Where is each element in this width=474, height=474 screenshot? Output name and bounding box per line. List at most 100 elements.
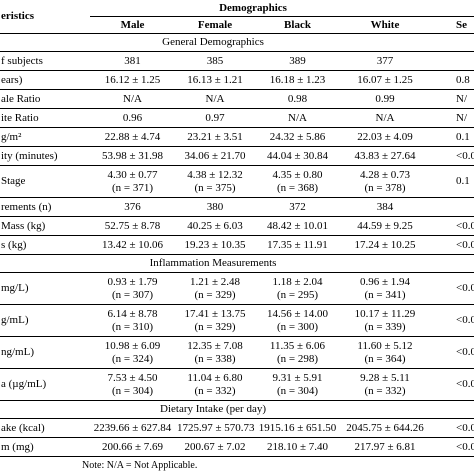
- column-header: Female: [175, 16, 255, 34]
- cell: [430, 51, 474, 71]
- cell: 377: [340, 51, 430, 71]
- cell-text: N/A: [205, 92, 225, 105]
- cell-text: 0.96: [122, 111, 143, 124]
- cell-text: 9.31 ± 5.91: [272, 371, 323, 384]
- row-label: f subjects: [0, 51, 90, 71]
- cell: 11.35 ± 6.06 (n = 298): [255, 336, 340, 369]
- cell-text: 4.35 ± 0.80: [272, 168, 323, 181]
- cell: 217.97 ± 6.81: [340, 437, 430, 457]
- cell-text: (n = 324): [111, 352, 154, 365]
- cell: 200.67 ± 7.02: [175, 437, 255, 457]
- table-row: Stage 4.30 ± 0.77 (n = 371) 4.38 ± 12.32 (n …: [0, 165, 474, 198]
- cell-text: 0.1: [456, 130, 470, 143]
- cell-text: rements (n): [1, 200, 52, 213]
- cell: 40.25 ± 6.03: [175, 216, 255, 236]
- cell: 2045.75 ± 644.26: [340, 418, 430, 438]
- section-title: Inflammation Measurements: [0, 254, 474, 273]
- cell-text: 53.98 ± 31.98: [101, 149, 164, 162]
- cell: 4.38 ± 12.32 (n = 375): [175, 165, 255, 198]
- cell-text: ake (kcal): [1, 421, 45, 434]
- cell-text: 372: [289, 200, 306, 213]
- cell: 376: [90, 197, 175, 217]
- row-label: mg/L): [0, 272, 90, 305]
- cell: <0.0: [430, 146, 474, 166]
- cell: 48.42 ± 10.01: [255, 216, 340, 236]
- row-label: Stage: [0, 165, 90, 198]
- column-header: Black: [255, 16, 340, 34]
- cell-text: (n = 332): [194, 384, 236, 397]
- cell-text: 385: [206, 54, 224, 67]
- cell: <0.0: [430, 235, 474, 255]
- cell: 200.66 ± 7.69: [90, 437, 175, 457]
- cell-text: 0.98: [287, 92, 308, 105]
- cell-text: 16.13 ± 1.21: [187, 73, 243, 86]
- cell-text: (n = 310): [111, 320, 154, 333]
- cell-text: (n = 295): [276, 288, 319, 301]
- cell-text: (n = 341): [364, 288, 406, 301]
- table-row: ng/mL) 10.98 ± 6.09 (n = 324) 12.35 ± 7.08(…: [0, 336, 474, 369]
- cell: <0.0: [430, 437, 474, 457]
- cell-text: 217.97 ± 6.81: [354, 440, 416, 453]
- cell-text: (n = 332): [364, 384, 406, 397]
- cell-text: 52.75 ± 8.78: [104, 219, 161, 232]
- cell-text: f subjects: [1, 54, 43, 67]
- cell-text: 4.28 ± 0.73: [359, 168, 411, 181]
- cell-text: ite Ratio: [1, 111, 39, 124]
- cell-text: 12.35 ± 7.08: [187, 339, 243, 352]
- cell-text: 0.93 ± 1.79: [107, 275, 158, 288]
- cell-text: g/mL): [1, 314, 29, 326]
- cell: N/A: [175, 89, 255, 109]
- cell-text: 200.67 ± 7.02: [184, 440, 246, 453]
- cell-text: 9.28 ± 5.11: [360, 371, 410, 384]
- cell: 16.13 ± 1.21: [175, 70, 255, 90]
- cell-text: 13.42 ± 10.06: [101, 238, 164, 251]
- row-label: ity (minutes): [0, 146, 90, 166]
- cell-text: 34.06 ± 21.70: [184, 149, 246, 162]
- cell: 1.18 ± 2.04 (n = 295): [255, 272, 340, 305]
- cell: 381: [90, 51, 175, 71]
- cell-text: 19.23 ± 10.35: [184, 238, 246, 251]
- cell: 16.12 ± 1.25: [90, 70, 175, 90]
- cell-text: ng/mL): [1, 346, 34, 358]
- cell: <0.0: [430, 304, 474, 337]
- cell: 0.8: [430, 70, 474, 90]
- cell-text: 2045.75 ± 644.26: [346, 421, 424, 434]
- cell-text: 0.97: [205, 111, 225, 124]
- cell-text: 2239.66 ± 627.84: [93, 421, 172, 434]
- cell-text: 11.35 ± 6.06: [269, 339, 326, 352]
- cell: 0.97: [175, 108, 255, 128]
- cell: 4.28 ± 0.73 (n = 378): [340, 165, 430, 198]
- cell: 34.06 ± 21.70: [175, 146, 255, 166]
- group-header: Demographics: [90, 0, 474, 17]
- cell-text: (n = 329): [194, 320, 236, 333]
- cell-text: (n = 375): [194, 181, 236, 194]
- cell-text: 0.1: [456, 175, 470, 187]
- cell-text: <0.0: [456, 149, 474, 162]
- section-title: General Demographics: [0, 33, 474, 52]
- cell-text: 389: [289, 54, 306, 67]
- cell: 14.56 ± 14.00 (n = 300): [255, 304, 340, 337]
- cell-text: 16.07 ± 1.25: [357, 73, 413, 86]
- cell: N/: [430, 108, 474, 128]
- cell: <0.0: [430, 418, 474, 438]
- section-row: General Demographics: [0, 33, 474, 52]
- cell-text: 17.24 ± 10.25: [354, 238, 416, 251]
- cell-text: 23.21 ± 3.51: [187, 130, 243, 143]
- cell-text: (n = 338): [194, 352, 236, 365]
- cell: 385: [175, 51, 255, 71]
- cell: 53.98 ± 31.98: [90, 146, 175, 166]
- header-cell: eristics: [0, 0, 90, 34]
- cell-text: 380: [206, 200, 224, 213]
- cell: 22.88 ± 4.74: [90, 127, 175, 147]
- cell-text: N/: [456, 111, 467, 124]
- section-title: Dietary Intake (per day): [0, 400, 474, 419]
- cell-text: 218.10 ± 7.40: [266, 440, 329, 453]
- cell: 10.98 ± 6.09 (n = 324): [90, 336, 175, 369]
- table-row: rements (n) 376 380 372 384: [0, 197, 474, 217]
- cell: 1725.97 ± 570.73: [175, 418, 255, 438]
- cell: 19.23 ± 10.35: [175, 235, 255, 255]
- row-label: g/mL): [0, 304, 90, 337]
- cell: 44.59 ± 9.25: [340, 216, 430, 236]
- table-row: a (µg/mL) 7.53 ± 4.50 (n = 304) 11.04 ± 6.8…: [0, 368, 474, 401]
